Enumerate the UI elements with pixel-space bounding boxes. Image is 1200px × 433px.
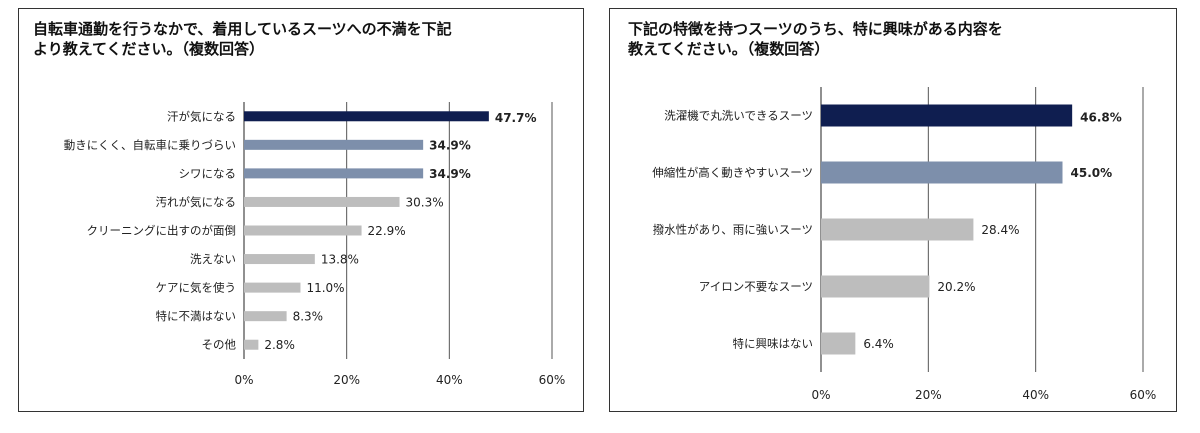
x-tick-label: 60% <box>539 373 566 387</box>
bar <box>244 282 301 293</box>
category-label: 動きにくく、自転車に乗りづらい <box>64 138 236 152</box>
data-label: 13.8% <box>321 252 359 266</box>
data-label: 34.9% <box>429 138 471 152</box>
bar <box>244 339 259 350</box>
data-label: 30.3% <box>406 195 444 209</box>
bar <box>821 161 1063 184</box>
bar <box>244 225 362 236</box>
data-label: 28.4% <box>981 223 1019 237</box>
category-label: 洗えない <box>190 252 236 266</box>
data-label: 34.9% <box>429 167 471 181</box>
chart-panel-right: 下記の特徴を持つスーツのうち、特に興味がある内容を 教えてください。（複数回答）… <box>609 8 1177 412</box>
x-tick-label: 40% <box>436 373 463 387</box>
category-label: 特に不満はない <box>156 309 237 323</box>
category-label: 伸縮性が高く動きやすいスーツ <box>652 166 813 180</box>
bar <box>821 332 856 355</box>
chart-title-right: 下記の特徴を持つスーツのうち、特に興味がある内容を 教えてください。（複数回答） <box>628 19 1003 59</box>
x-tick-label: 0% <box>811 388 830 402</box>
x-tick-label: 20% <box>333 373 360 387</box>
chart-panel-left: 自転車通勤を行うなかで、着用しているスーツへの不満を下記 より教えてください。（… <box>18 8 584 412</box>
bar <box>821 218 974 241</box>
data-label: 47.7% <box>495 111 537 125</box>
bar <box>821 275 930 298</box>
chart-title-right-line-1: 下記の特徴を持つスーツのうち、特に興味がある内容を <box>628 20 1003 38</box>
data-label: 20.2% <box>937 280 975 294</box>
data-label: 6.4% <box>863 337 894 351</box>
bar-chart-right: 0% 20% 40% 60% 洗濯機で丸洗いできるスーツ 46.8% 伸縮性が高く動きやすい… <box>652 87 1157 402</box>
bar <box>244 311 287 322</box>
category-label: 汗が気になる <box>167 109 236 123</box>
bar <box>821 104 1073 127</box>
chart-title-left-line-1: 自転車通勤を行うなかで、着用しているスーツへの不満を下記 <box>33 20 452 38</box>
chart-title-right-line-2: 教えてください。（複数回答） <box>628 40 830 58</box>
data-label: 22.9% <box>368 224 406 238</box>
category-label: 特に興味はない <box>733 337 814 351</box>
category-label: ケアに気を使う <box>156 281 237 295</box>
chart-title-left-line-2: より教えてください。（複数回答） <box>33 40 265 58</box>
data-label: 2.8% <box>264 338 295 352</box>
bar-chart-left: 0% 20% 40% 60% 汗が気になる 47.7% 動きにくく、自転車に乗りづらい 34.… <box>64 102 566 387</box>
bar <box>244 254 315 265</box>
category-label: 撥水性があり、雨に強いスーツ <box>653 223 813 237</box>
x-tick-label: 40% <box>1022 388 1049 402</box>
bar <box>244 196 400 207</box>
category-label: 汚れが気になる <box>156 195 237 209</box>
bar <box>244 168 424 179</box>
data-label: 46.8% <box>1080 111 1122 125</box>
x-tick-label: 20% <box>915 388 942 402</box>
category-label: アイロン不要なスーツ <box>699 280 813 294</box>
x-tick-label: 60% <box>1130 388 1157 402</box>
category-label: クリーニングに出すのが面倒 <box>87 224 237 238</box>
x-tick-label: 0% <box>234 373 253 387</box>
data-label: 45.0% <box>1071 166 1113 180</box>
data-label: 8.3% <box>293 309 324 323</box>
data-label: 11.0% <box>306 281 344 295</box>
chart-title-left: 自転車通勤を行うなかで、着用しているスーツへの不満を下記 より教えてください。（… <box>33 19 452 59</box>
category-label: 洗濯機で丸洗いできるスーツ <box>664 109 813 123</box>
bar <box>244 111 489 122</box>
bar <box>244 139 424 150</box>
category-label: その他 <box>202 338 237 352</box>
category-label: シワになる <box>179 166 237 180</box>
